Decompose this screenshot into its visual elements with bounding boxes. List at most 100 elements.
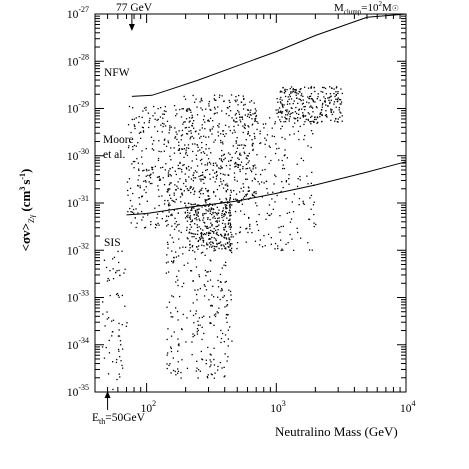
scatter-point xyxy=(235,117,238,119)
scatter-point xyxy=(218,167,220,169)
scatter-point xyxy=(205,136,207,138)
scatter-point xyxy=(297,102,299,104)
scatter-point xyxy=(162,166,164,168)
scatter-point xyxy=(203,233,206,235)
scatter-point xyxy=(225,247,227,249)
scatter-point xyxy=(226,314,228,316)
scatter-point xyxy=(233,119,235,121)
scatter-point xyxy=(179,295,181,298)
scatter-point xyxy=(218,247,220,250)
scatter-point xyxy=(121,250,123,252)
scatter-point xyxy=(214,181,216,183)
scatter-point xyxy=(185,341,187,343)
scatter-point xyxy=(281,125,283,127)
scatter-point xyxy=(171,237,173,239)
scatter-point xyxy=(270,237,272,239)
scatter-point xyxy=(193,120,195,122)
scatter-point xyxy=(172,369,175,372)
scatter-point xyxy=(184,144,186,146)
scatter-point xyxy=(277,116,279,118)
scatter-point xyxy=(197,150,199,152)
scatter-point xyxy=(255,110,257,112)
scatter-point xyxy=(146,200,148,202)
scatter-point xyxy=(335,106,337,108)
scatter-point xyxy=(148,121,150,124)
scatter-point xyxy=(196,360,198,362)
scatter-point xyxy=(220,172,222,175)
scatter-point xyxy=(230,299,232,301)
scatter-point xyxy=(283,167,286,170)
scatter-point xyxy=(152,172,154,174)
scatter-point xyxy=(232,236,234,238)
scatter-point xyxy=(216,242,218,245)
scatter-point xyxy=(233,190,235,192)
scatter-point xyxy=(154,118,156,120)
scatter-point xyxy=(213,113,215,115)
scatter-point xyxy=(339,116,341,118)
scatter-point xyxy=(228,246,230,248)
scatter-point xyxy=(199,159,202,162)
scatter-point xyxy=(245,163,248,165)
scatter-point xyxy=(167,140,169,142)
scatter-point xyxy=(336,86,338,88)
scatter-point xyxy=(253,192,255,194)
scatter-point xyxy=(209,108,211,111)
scatter-point xyxy=(248,126,250,128)
scatter-point xyxy=(225,133,227,135)
scatter-point xyxy=(183,121,185,123)
scatter-point xyxy=(142,131,145,133)
scatter-point xyxy=(149,177,152,179)
scatter-point xyxy=(188,117,191,119)
scatter-point xyxy=(301,93,303,95)
scatter-point xyxy=(191,341,193,343)
scatter-point xyxy=(213,296,215,298)
scatter-point xyxy=(169,182,171,184)
scatter-point xyxy=(185,153,187,155)
scatter-point xyxy=(271,135,273,137)
scatter-point xyxy=(223,135,226,137)
scatter-point xyxy=(311,98,313,100)
scatter-point xyxy=(199,370,201,372)
scatter-point xyxy=(215,171,218,173)
scatter-point xyxy=(203,332,205,335)
scatter-point xyxy=(189,187,191,189)
scatter-point xyxy=(218,220,220,222)
scatter-point xyxy=(118,322,120,325)
scatter-point xyxy=(292,88,294,91)
scatter-point xyxy=(140,137,142,139)
scatter-point xyxy=(276,148,278,150)
scatter-point xyxy=(201,158,203,160)
scatter-point xyxy=(223,245,225,247)
x-tick-labels: 102 103 104 xyxy=(141,399,416,415)
scatter-point xyxy=(223,236,225,238)
scatter-point xyxy=(132,160,135,163)
scatter-point xyxy=(217,217,219,220)
scatter-point xyxy=(203,315,205,317)
scatter-point xyxy=(229,224,231,227)
scatter-point xyxy=(328,99,330,101)
scatter-point xyxy=(237,201,239,203)
scatter-point xyxy=(210,241,212,243)
scatter-point xyxy=(209,163,212,165)
scatter-point xyxy=(308,102,310,104)
scatter-point xyxy=(273,183,275,185)
scatter-point xyxy=(225,164,228,167)
scatter-point xyxy=(286,157,288,159)
scatter-point xyxy=(256,205,258,207)
scatter-point xyxy=(152,115,154,117)
scatter-point xyxy=(238,94,240,97)
scatter-point xyxy=(202,171,204,174)
scatter-point xyxy=(121,324,123,326)
scatter-point xyxy=(288,110,290,112)
scatter-point xyxy=(226,321,228,323)
scatter-point xyxy=(196,114,199,116)
scatter-point xyxy=(255,115,257,118)
scatter-point xyxy=(245,157,247,159)
scatter-point xyxy=(138,168,140,170)
scatter-point xyxy=(209,316,211,318)
scatter-point xyxy=(234,179,236,181)
scatter-point xyxy=(194,251,196,253)
scatter-point xyxy=(311,171,313,173)
scatter-point xyxy=(253,102,255,104)
curves-group xyxy=(126,13,407,216)
